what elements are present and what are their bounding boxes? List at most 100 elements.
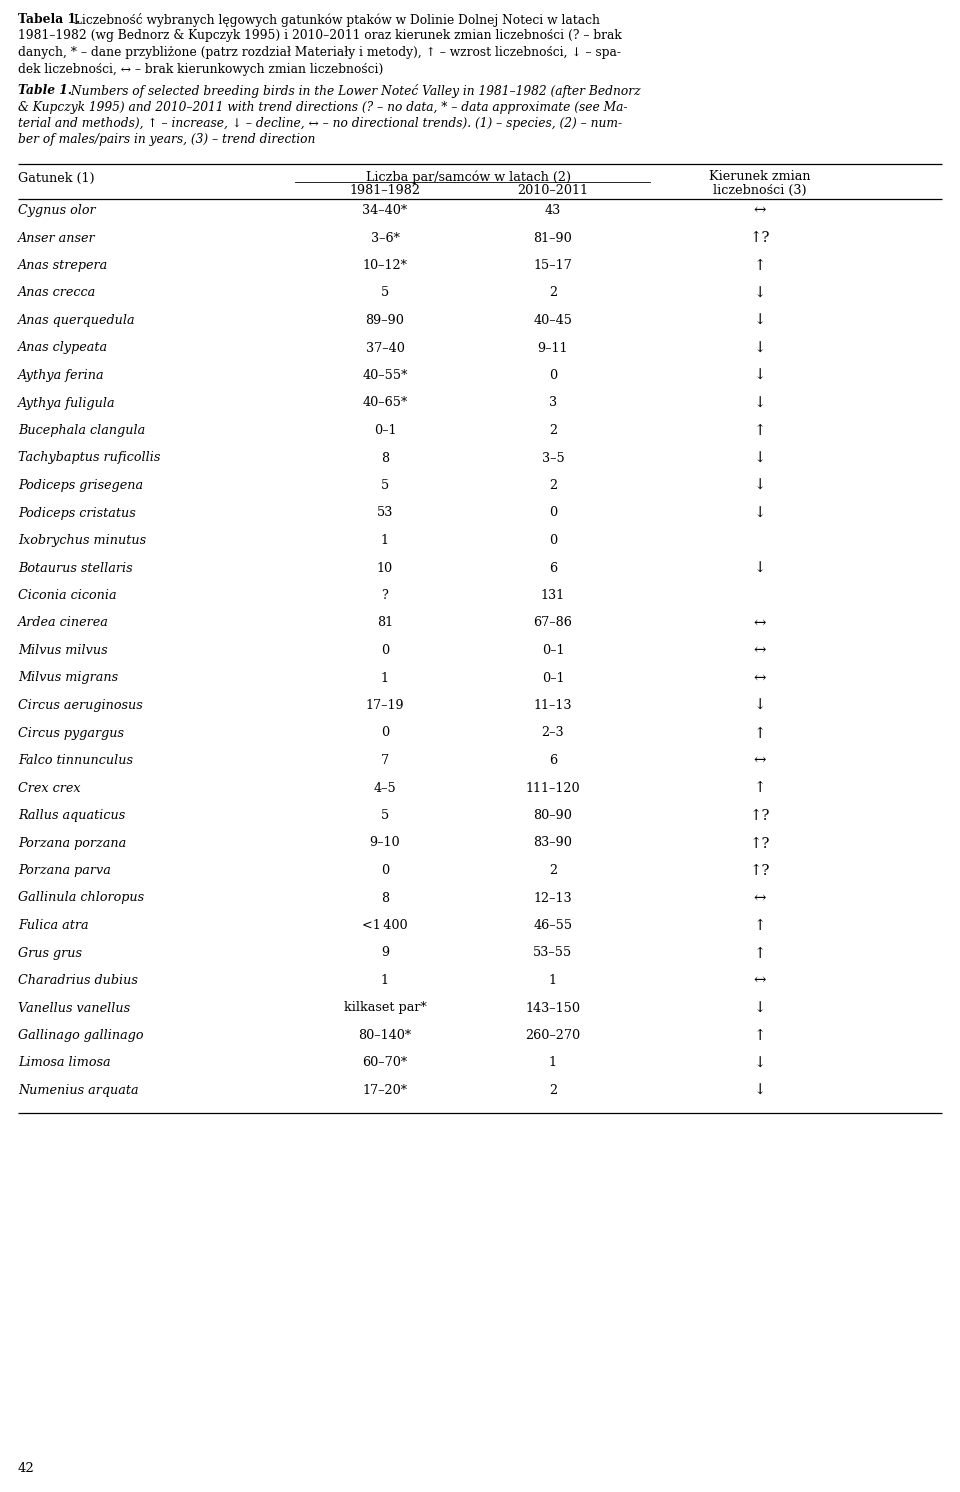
Text: 8: 8: [381, 892, 389, 904]
Text: Liczba par/samców w latach (2): Liczba par/samców w latach (2): [367, 170, 571, 184]
Text: Circus pygargus: Circus pygargus: [18, 727, 124, 740]
Text: Aythya fuligula: Aythya fuligula: [18, 397, 115, 409]
Text: Liczebność wybranych lęgowych gatunków ptaków w Dolinie Dolnej Noteci w latach: Liczebność wybranych lęgowych gatunków p…: [70, 13, 600, 27]
Text: 0: 0: [549, 369, 557, 382]
Text: 7: 7: [381, 753, 389, 767]
Text: Circus aeruginosus: Circus aeruginosus: [18, 698, 143, 712]
Text: 0: 0: [381, 864, 389, 877]
Text: 0: 0: [549, 534, 557, 548]
Text: ↓: ↓: [754, 1001, 766, 1016]
Text: Bucephala clangula: Bucephala clangula: [18, 424, 145, 437]
Text: ↓: ↓: [754, 286, 766, 300]
Text: ↓: ↓: [754, 506, 766, 521]
Text: Ardea cinerea: Ardea cinerea: [18, 616, 108, 630]
Text: 3: 3: [549, 397, 557, 409]
Text: 111–120: 111–120: [526, 782, 580, 795]
Text: Ciconia ciconia: Ciconia ciconia: [18, 589, 116, 601]
Text: 1981–1982 (wg Bednorz & Kupczyk 1995) i 2010–2011 oraz kierunek zmian liczebnośc: 1981–1982 (wg Bednorz & Kupczyk 1995) i …: [18, 30, 622, 42]
Text: ↔: ↔: [754, 204, 766, 218]
Text: 4–5: 4–5: [373, 782, 396, 795]
Text: dek liczebności, ↔ – brak kierunkowych zmian liczebności): dek liczebności, ↔ – brak kierunkowych z…: [18, 63, 383, 76]
Text: 2: 2: [549, 864, 557, 877]
Text: 43: 43: [545, 204, 562, 216]
Text: 42: 42: [18, 1462, 35, 1476]
Text: 0–1: 0–1: [541, 645, 564, 656]
Text: ↔: ↔: [754, 974, 766, 988]
Text: 9: 9: [381, 946, 389, 959]
Text: 10–12*: 10–12*: [363, 260, 407, 272]
Text: 53: 53: [377, 506, 394, 519]
Text: Tachybaptus ruficollis: Tachybaptus ruficollis: [18, 452, 160, 464]
Text: ber of males/pairs in years, (3) – trend direction: ber of males/pairs in years, (3) – trend…: [18, 133, 316, 146]
Text: 40–45: 40–45: [534, 313, 572, 327]
Text: Kierunek zmian: Kierunek zmian: [709, 170, 811, 184]
Text: Anas querquedula: Anas querquedula: [18, 313, 135, 327]
Text: 1: 1: [381, 534, 389, 548]
Text: 8: 8: [381, 452, 389, 464]
Text: Aythya ferina: Aythya ferina: [18, 369, 105, 382]
Text: 81: 81: [377, 616, 393, 630]
Text: Anser anser: Anser anser: [18, 231, 96, 245]
Text: danych, * – dane przybliżone (patrz rozdział Materiały i metody), ↑ – wzrost lic: danych, * – dane przybliżone (patrz rozd…: [18, 46, 621, 60]
Text: 83–90: 83–90: [534, 837, 572, 849]
Text: ↔: ↔: [754, 616, 766, 631]
Text: 1: 1: [549, 974, 557, 988]
Text: ↑: ↑: [754, 782, 766, 795]
Text: 15–17: 15–17: [534, 260, 572, 272]
Text: ↓: ↓: [754, 479, 766, 492]
Text: 17–20*: 17–20*: [363, 1085, 407, 1097]
Text: 9–10: 9–10: [370, 837, 400, 849]
Text: 2: 2: [549, 424, 557, 437]
Text: 53–55: 53–55: [534, 946, 572, 959]
Text: Numbers of selected breeding birds in the Lower Noteć Valley in 1981–1982 (after: Numbers of selected breeding birds in th…: [67, 84, 640, 98]
Text: 12–13: 12–13: [534, 892, 572, 904]
Text: ↑?: ↑?: [750, 231, 770, 246]
Text: 40–65*: 40–65*: [362, 397, 408, 409]
Text: 2: 2: [549, 286, 557, 300]
Text: ↔: ↔: [754, 892, 766, 906]
Text: ↑: ↑: [754, 946, 766, 961]
Text: Gatunek (1): Gatunek (1): [18, 172, 95, 185]
Text: ↑: ↑: [754, 1029, 766, 1043]
Text: ↔: ↔: [754, 671, 766, 685]
Text: Tabela 1.: Tabela 1.: [18, 13, 81, 25]
Text: 2: 2: [549, 1085, 557, 1097]
Text: 1: 1: [381, 671, 389, 685]
Text: ↓: ↓: [754, 397, 766, 410]
Text: 80–90: 80–90: [534, 809, 572, 822]
Text: 6: 6: [549, 753, 557, 767]
Text: 81–90: 81–90: [534, 231, 572, 245]
Text: Porzana porzana: Porzana porzana: [18, 837, 127, 849]
Text: ↔: ↔: [754, 753, 766, 768]
Text: 6: 6: [549, 561, 557, 574]
Text: 0–1: 0–1: [541, 671, 564, 685]
Text: ↓: ↓: [754, 1056, 766, 1070]
Text: Rallus aquaticus: Rallus aquaticus: [18, 809, 125, 822]
Text: Grus grus: Grus grus: [18, 946, 82, 959]
Text: 80–140*: 80–140*: [358, 1029, 412, 1041]
Text: 3–6*: 3–6*: [371, 231, 399, 245]
Text: 11–13: 11–13: [534, 698, 572, 712]
Text: 2–3: 2–3: [541, 727, 564, 740]
Text: 260–270: 260–270: [525, 1029, 581, 1041]
Text: ↑: ↑: [754, 424, 766, 439]
Text: Cygnus olor: Cygnus olor: [18, 204, 96, 216]
Text: Charadrius dubius: Charadrius dubius: [18, 974, 138, 988]
Text: Podiceps grisegena: Podiceps grisegena: [18, 479, 143, 492]
Text: Limosa limosa: Limosa limosa: [18, 1056, 110, 1070]
Text: liczebności (3): liczebności (3): [713, 184, 806, 197]
Text: 1: 1: [549, 1056, 557, 1070]
Text: 0: 0: [381, 727, 389, 740]
Text: Falco tinnunculus: Falco tinnunculus: [18, 753, 133, 767]
Text: ↓: ↓: [754, 561, 766, 576]
Text: 131: 131: [540, 589, 565, 601]
Text: Crex crex: Crex crex: [18, 782, 81, 795]
Text: ?: ?: [381, 589, 389, 601]
Text: ↓: ↓: [754, 369, 766, 383]
Text: 1981–1982: 1981–1982: [349, 184, 420, 197]
Text: ↑?: ↑?: [750, 864, 770, 877]
Text: 3–5: 3–5: [541, 452, 564, 464]
Text: 34–40*: 34–40*: [363, 204, 408, 216]
Text: Milvus milvus: Milvus milvus: [18, 645, 108, 656]
Text: ↓: ↓: [754, 698, 766, 713]
